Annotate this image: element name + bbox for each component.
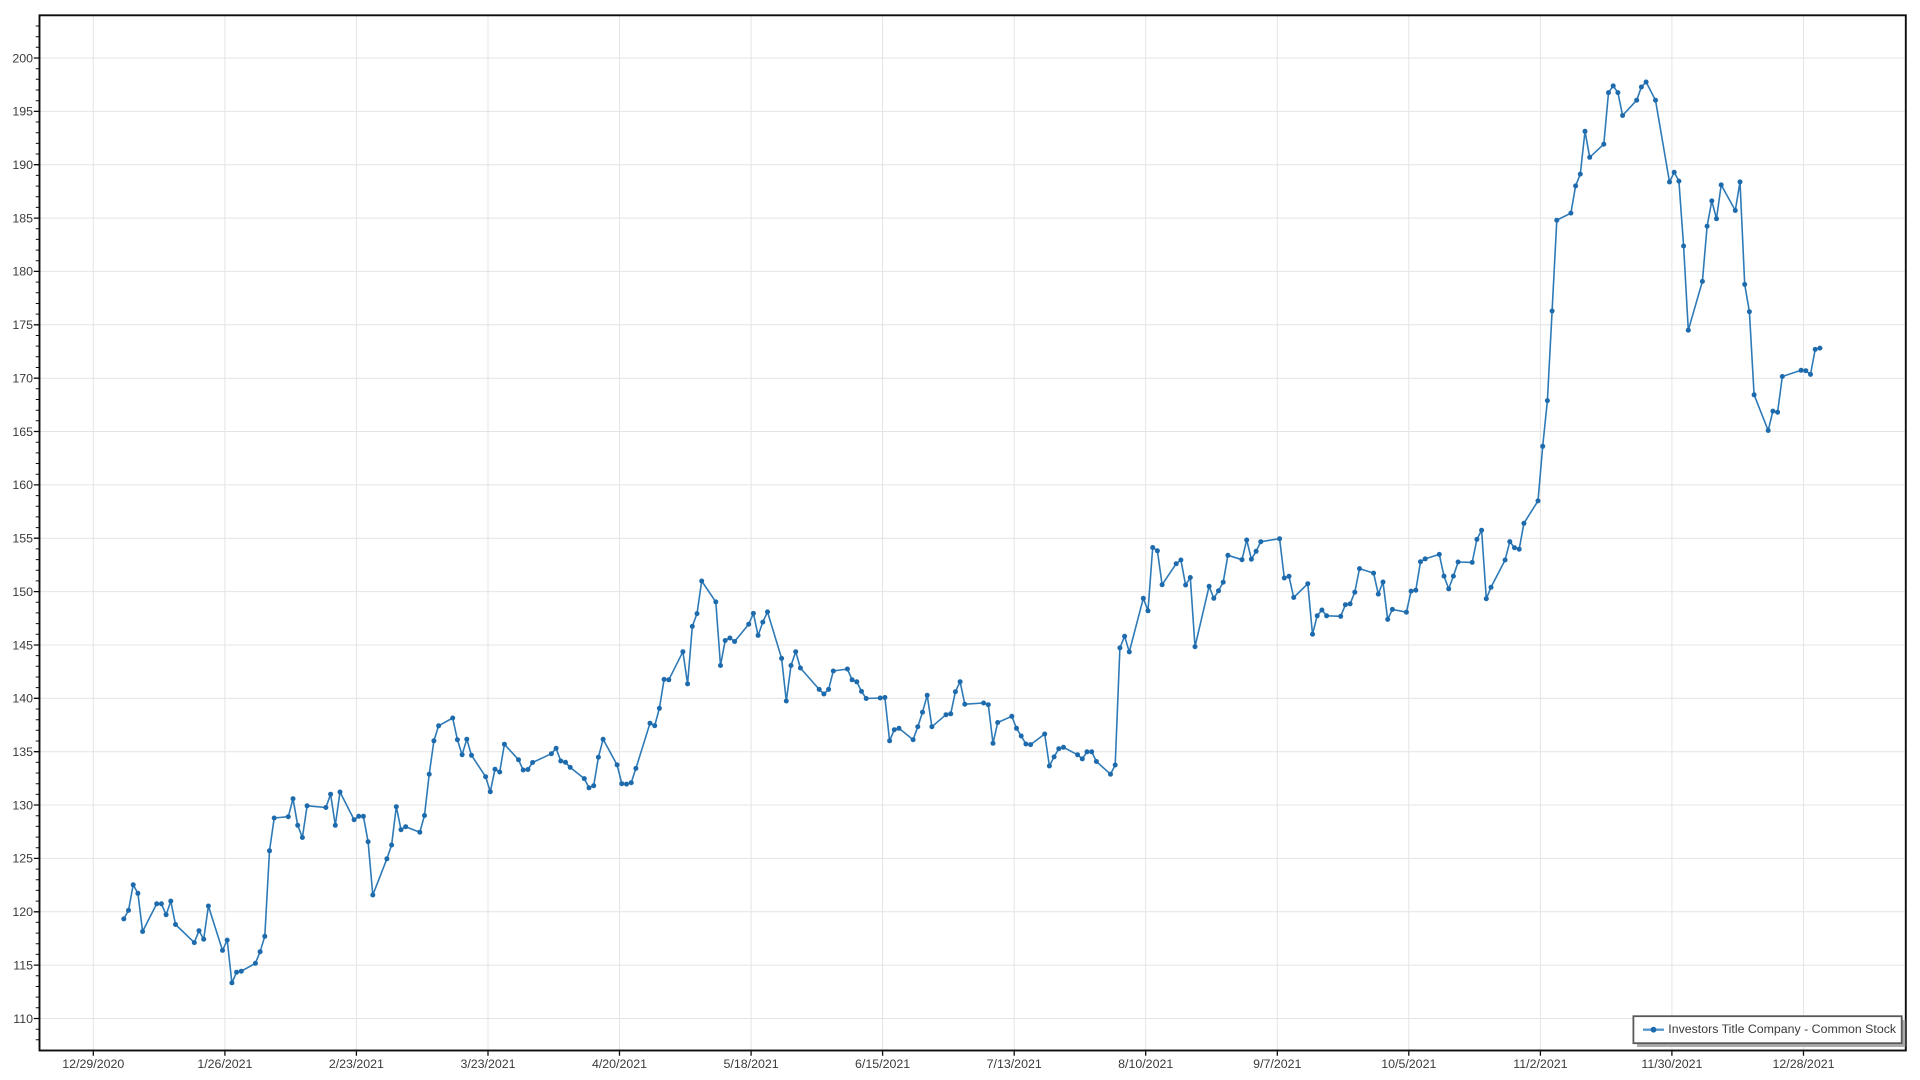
svg-text:145: 145 <box>12 638 33 652</box>
svg-text:1/26/2021: 1/26/2021 <box>197 1057 252 1071</box>
svg-text:Investors Title Company - Comm: Investors Title Company - Common Stock <box>1668 1022 1897 1036</box>
svg-text:175: 175 <box>12 318 33 332</box>
svg-text:165: 165 <box>12 425 33 439</box>
svg-text:6/15/2021: 6/15/2021 <box>855 1057 910 1071</box>
svg-text:185: 185 <box>12 211 33 225</box>
svg-text:135: 135 <box>12 745 33 759</box>
svg-text:5/18/2021: 5/18/2021 <box>724 1057 779 1071</box>
svg-text:195: 195 <box>12 105 33 119</box>
svg-text:11/2/2021: 11/2/2021 <box>1513 1057 1567 1071</box>
svg-text:140: 140 <box>12 692 33 706</box>
svg-text:125: 125 <box>12 852 33 866</box>
svg-text:3/23/2021: 3/23/2021 <box>460 1057 515 1071</box>
svg-text:190: 190 <box>12 158 33 172</box>
svg-text:8/10/2021: 8/10/2021 <box>1118 1057 1173 1071</box>
svg-text:2/23/2021: 2/23/2021 <box>329 1057 384 1071</box>
svg-text:170: 170 <box>12 372 33 386</box>
svg-text:200: 200 <box>12 51 33 65</box>
svg-text:150: 150 <box>12 585 33 599</box>
svg-text:7/13/2021: 7/13/2021 <box>987 1057 1042 1071</box>
svg-text:11/30/2021: 11/30/2021 <box>1641 1057 1702 1071</box>
svg-text:10/5/2021: 10/5/2021 <box>1381 1057 1436 1071</box>
svg-text:155: 155 <box>12 532 33 546</box>
svg-text:180: 180 <box>12 265 33 279</box>
svg-text:120: 120 <box>12 905 33 919</box>
svg-text:110: 110 <box>13 1012 33 1026</box>
svg-text:12/29/2020: 12/29/2020 <box>62 1057 124 1071</box>
svg-text:115: 115 <box>13 958 33 972</box>
svg-text:12/28/2021: 12/28/2021 <box>1772 1057 1834 1071</box>
svg-text:160: 160 <box>12 478 33 492</box>
svg-text:130: 130 <box>12 798 33 812</box>
svg-text:9/7/2021: 9/7/2021 <box>1253 1057 1301 1071</box>
svg-text:4/20/2021: 4/20/2021 <box>592 1057 647 1071</box>
